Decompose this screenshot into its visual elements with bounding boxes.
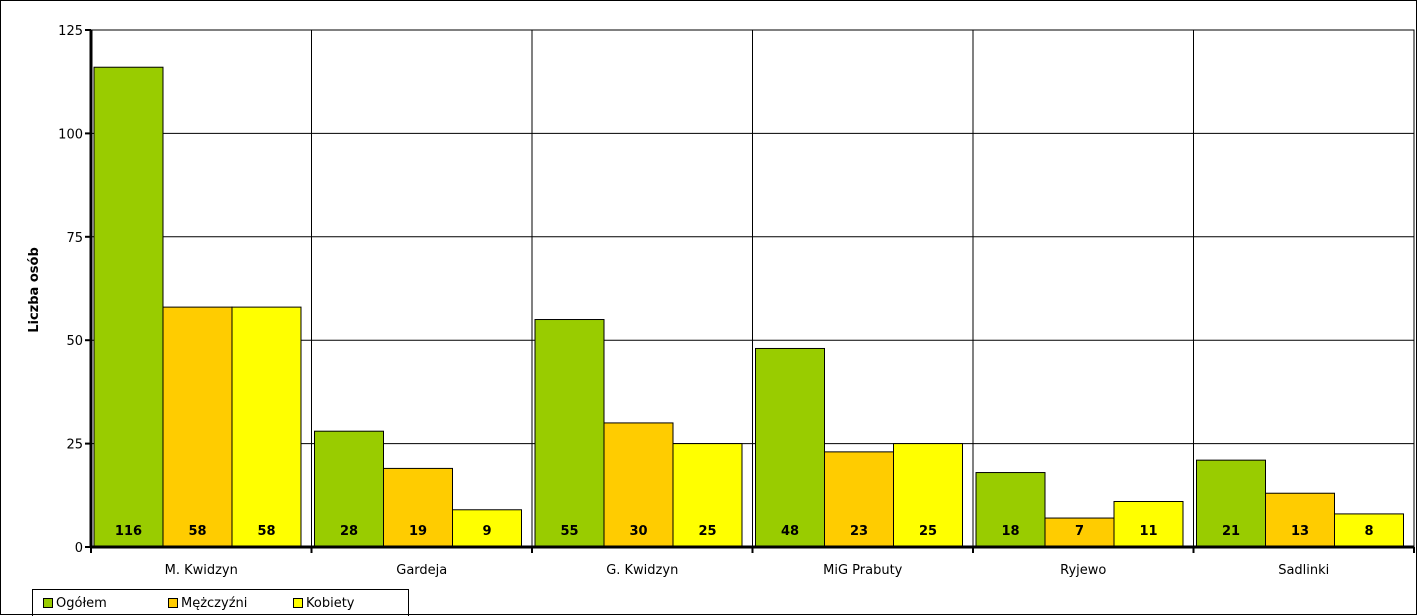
legend: Ogółem Mężczyźni Kobiety bbox=[32, 589, 409, 616]
bar-chart: 116 58 58 M. Kwidzyn 28 19 9 Gardeja 55 30 25 G. Kw… bbox=[27, 24, 1415, 578]
data-label: 19 bbox=[409, 524, 427, 539]
data-label: 11 bbox=[1139, 524, 1157, 539]
legend-item: Mężczyźni bbox=[168, 596, 283, 611]
bar bbox=[314, 430, 384, 548]
legend-swatch bbox=[43, 598, 53, 608]
axes bbox=[85, 29, 1415, 553]
legend-swatch bbox=[168, 598, 178, 608]
data-label: 28 bbox=[340, 524, 358, 539]
bar bbox=[975, 472, 1046, 548]
bar bbox=[1265, 492, 1335, 548]
bar bbox=[231, 306, 302, 548]
bar bbox=[93, 66, 164, 548]
legend-label: Mężczyźni bbox=[181, 595, 248, 611]
bar bbox=[755, 347, 825, 548]
legend-label: Kobiety bbox=[306, 595, 355, 611]
legend-label: Ogółem bbox=[56, 595, 107, 611]
data-label: 23 bbox=[850, 524, 868, 539]
data-label: 55 bbox=[560, 524, 578, 539]
data-label: 9 bbox=[482, 524, 491, 539]
data-label: 58 bbox=[188, 524, 206, 539]
bar bbox=[452, 509, 522, 548]
y-tick-label: 50 bbox=[66, 334, 83, 349]
bar bbox=[672, 443, 743, 548]
bar bbox=[603, 422, 674, 548]
bar bbox=[383, 467, 453, 548]
x-tick-label: Sadlinki bbox=[1278, 563, 1329, 578]
bar bbox=[1044, 517, 1115, 548]
bar bbox=[162, 306, 233, 548]
bars bbox=[93, 66, 1404, 548]
bar bbox=[824, 451, 894, 548]
bar bbox=[1334, 513, 1404, 548]
x-tick-label: Ryjewo bbox=[1060, 563, 1106, 578]
data-label: 116 bbox=[115, 524, 142, 539]
legend-swatch bbox=[293, 598, 303, 608]
data-label: 21 bbox=[1222, 524, 1240, 539]
y-tick-label: 100 bbox=[58, 127, 83, 142]
y-tick-label: 25 bbox=[66, 438, 83, 453]
bar bbox=[534, 319, 605, 548]
x-tick-label: Gardeja bbox=[396, 563, 447, 578]
x-tick-label: M. Kwidzyn bbox=[165, 563, 238, 578]
y-tick-label: 75 bbox=[66, 231, 83, 246]
bar bbox=[1113, 501, 1184, 548]
data-label: 30 bbox=[629, 524, 647, 539]
data-label: 7 bbox=[1075, 524, 1084, 539]
data-label: 48 bbox=[781, 524, 799, 539]
data-label: 58 bbox=[257, 524, 275, 539]
y-tick-label: 125 bbox=[58, 24, 83, 39]
legend-item: Kobiety bbox=[293, 596, 408, 611]
data-label: 25 bbox=[698, 524, 716, 539]
data-label: 18 bbox=[1001, 524, 1019, 539]
data-label: 13 bbox=[1291, 524, 1309, 539]
y-tick-label: 0 bbox=[75, 541, 83, 556]
x-tick-label: MiG Prabuty bbox=[823, 563, 903, 578]
x-tick-label: G. Kwidzyn bbox=[606, 563, 678, 578]
data-label: 25 bbox=[919, 524, 937, 539]
y-axis-label: Liczba osób bbox=[27, 247, 42, 333]
labels: 116 58 58 M. Kwidzyn 28 19 9 Gardeja 55 30 25 G. Kw… bbox=[58, 24, 1373, 578]
data-label: 8 bbox=[1364, 524, 1373, 539]
legend-item: Ogółem bbox=[43, 596, 158, 611]
